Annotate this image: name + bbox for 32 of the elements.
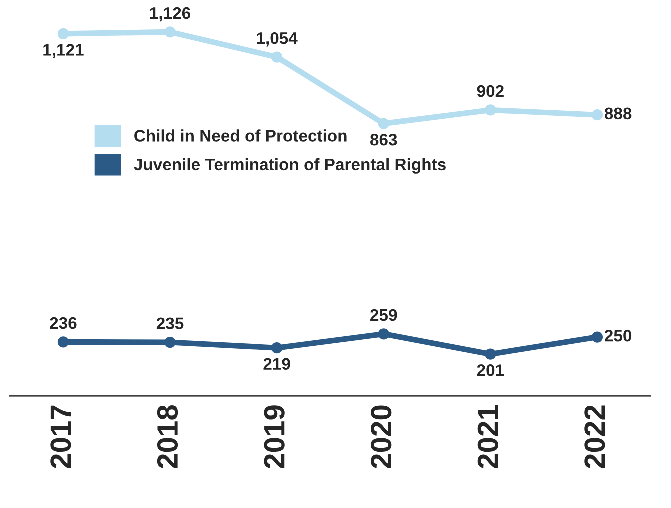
data-label: 863 bbox=[370, 134, 398, 146]
point bbox=[272, 342, 283, 354]
point bbox=[592, 332, 604, 343]
data-label: 259 bbox=[370, 309, 398, 322]
point bbox=[164, 336, 176, 348]
point bbox=[164, 26, 176, 38]
data-label: 201 bbox=[477, 364, 504, 376]
point bbox=[378, 328, 390, 340]
data-label: 236 bbox=[50, 317, 77, 330]
point bbox=[485, 104, 496, 116]
data-label: 1,054 bbox=[257, 32, 298, 47]
x-tick-label: 2021 bbox=[478, 405, 498, 468]
data-label: 250 bbox=[604, 330, 632, 342]
data-label: 902 bbox=[477, 85, 504, 98]
legend-label: Juvenile Termination of Parental Rights bbox=[134, 158, 446, 174]
x-tick-label: 2019 bbox=[264, 406, 285, 468]
data-label: 1,121 bbox=[44, 44, 84, 58]
x-tick-label: 2017 bbox=[50, 406, 72, 468]
data-label: 219 bbox=[264, 358, 290, 370]
data-label: 888 bbox=[604, 108, 632, 120]
point bbox=[378, 118, 390, 130]
x-tick-label: 2022 bbox=[584, 406, 606, 468]
data-label: 235 bbox=[156, 318, 184, 330]
point bbox=[58, 28, 70, 40]
legend-label: Child in Need of Protection bbox=[134, 130, 347, 142]
data-label: 1,126 bbox=[150, 7, 191, 22]
point bbox=[485, 348, 496, 360]
x-tick-label: 2018 bbox=[157, 405, 178, 468]
point bbox=[592, 110, 604, 121]
x-tick-label: 2020 bbox=[371, 406, 392, 468]
point bbox=[58, 336, 70, 348]
point bbox=[272, 52, 283, 63]
